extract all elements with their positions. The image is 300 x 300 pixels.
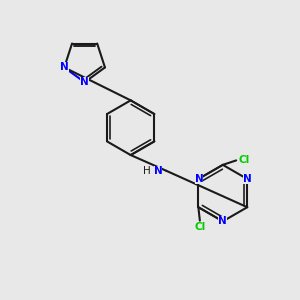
Text: N: N (218, 216, 227, 226)
Text: Cl: Cl (194, 222, 206, 232)
Text: Cl: Cl (239, 155, 250, 165)
Text: N: N (60, 62, 69, 72)
Text: N: N (154, 166, 162, 176)
Text: N: N (195, 174, 203, 184)
Text: N: N (80, 77, 89, 87)
Text: H: H (143, 166, 151, 176)
Text: N: N (244, 174, 252, 184)
